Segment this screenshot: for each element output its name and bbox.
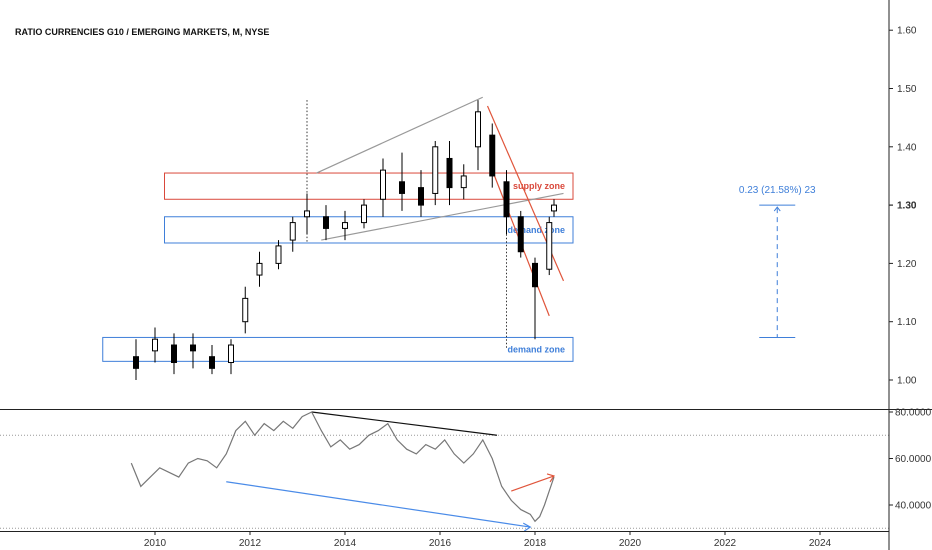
candle <box>304 193 310 235</box>
candle-body <box>190 344 196 352</box>
candle <box>432 140 439 206</box>
candle-body <box>304 210 310 218</box>
candle-body <box>446 157 453 189</box>
measure-label: 0.23 (21.58%) 23 <box>739 185 816 196</box>
candle-body <box>475 111 481 148</box>
zone-label: demand zone <box>507 225 565 235</box>
candle <box>133 339 139 380</box>
candle-body <box>133 356 139 369</box>
candle <box>361 199 367 229</box>
zone-label: demand zone <box>507 344 565 354</box>
candle <box>323 205 329 241</box>
candle <box>242 286 249 334</box>
candle <box>289 216 296 252</box>
price-tick-label: 1.40 <box>897 142 917 153</box>
candle-body <box>152 338 158 352</box>
candle-body <box>323 216 329 229</box>
candle <box>399 152 405 211</box>
candle-body <box>380 169 386 200</box>
candle <box>228 339 234 375</box>
price-tick-label: 1.00 <box>897 376 917 387</box>
candle-body <box>489 134 496 177</box>
x-tick-label: 2010 <box>144 538 167 549</box>
x-tick-label: 2018 <box>524 538 547 549</box>
rsi-resistance-line <box>311 411 498 436</box>
candle <box>342 210 348 241</box>
candle-body <box>432 146 439 194</box>
x-tick-label: 2016 <box>429 538 452 549</box>
candle <box>503 170 510 235</box>
candle-body <box>418 187 424 206</box>
x-tick-label: 2024 <box>809 538 832 549</box>
candle <box>275 240 282 270</box>
candle <box>152 327 158 363</box>
candle <box>546 216 553 276</box>
candle-body <box>275 245 282 264</box>
rsi-tick-label: 60.0000 <box>895 454 932 465</box>
x-tick-label: 2020 <box>619 538 642 549</box>
rsi-blue-arrowhead <box>522 522 532 532</box>
candle <box>446 140 453 206</box>
rsi-series <box>130 411 555 523</box>
candle <box>209 345 215 375</box>
candle <box>418 170 424 217</box>
rsi-red-divergence-line <box>511 475 555 492</box>
last-value-label: 1.30 <box>897 201 917 212</box>
candle-body <box>242 297 249 323</box>
zone-box <box>164 172 574 200</box>
candle <box>171 333 177 375</box>
chart-title: RATIO CURRENCIES G10 / EMERGING MARKETS,… <box>15 27 269 37</box>
rsi-pane <box>0 434 889 529</box>
wedge-upper-line <box>316 96 483 174</box>
rsi-tick-label: 40.0000 <box>895 501 932 512</box>
candle-body <box>171 344 177 364</box>
candle <box>532 257 538 340</box>
candle-body <box>503 181 510 218</box>
candle <box>475 100 481 171</box>
candle-body <box>289 222 296 241</box>
measure-arrow <box>773 206 781 212</box>
candle-body <box>546 222 553 270</box>
zone-label: supply zone <box>513 181 565 191</box>
price-tick-label: 1.50 <box>897 84 917 95</box>
candle-body <box>256 262 263 276</box>
x-tick-label: 2014 <box>334 538 357 549</box>
rsi-tick-label: 80.0000 <box>895 408 932 419</box>
rsi-blue-divergence-line <box>226 481 531 528</box>
wedge-lower-line <box>321 192 564 241</box>
price-tick-label: 1.20 <box>897 259 917 270</box>
price-tick-label: 1.60 <box>897 26 917 37</box>
price-tick-label: 1.10 <box>897 317 917 328</box>
zone-box <box>102 336 574 362</box>
candles <box>133 100 557 380</box>
rsi-line <box>130 411 555 523</box>
candle <box>380 158 386 217</box>
candle <box>517 210 524 258</box>
candle-body <box>551 204 557 212</box>
candle-body <box>460 175 467 189</box>
candle-body <box>399 181 405 194</box>
candle <box>190 333 196 369</box>
rsi-red-arrowhead <box>546 473 555 483</box>
candle <box>460 164 467 200</box>
candle <box>551 199 557 217</box>
x-tick-label: 2022 <box>714 538 737 549</box>
candle <box>256 251 263 287</box>
candle <box>489 123 496 188</box>
candle-body <box>361 204 367 224</box>
x-tick-label: 2012 <box>239 538 262 549</box>
zone-box <box>164 216 574 244</box>
candle-body <box>209 356 215 369</box>
candle-body <box>532 262 538 288</box>
price-tick-label: 1.30 <box>897 201 917 212</box>
candle-body <box>517 216 524 253</box>
candle-body <box>228 344 234 364</box>
candle-body <box>342 222 348 229</box>
